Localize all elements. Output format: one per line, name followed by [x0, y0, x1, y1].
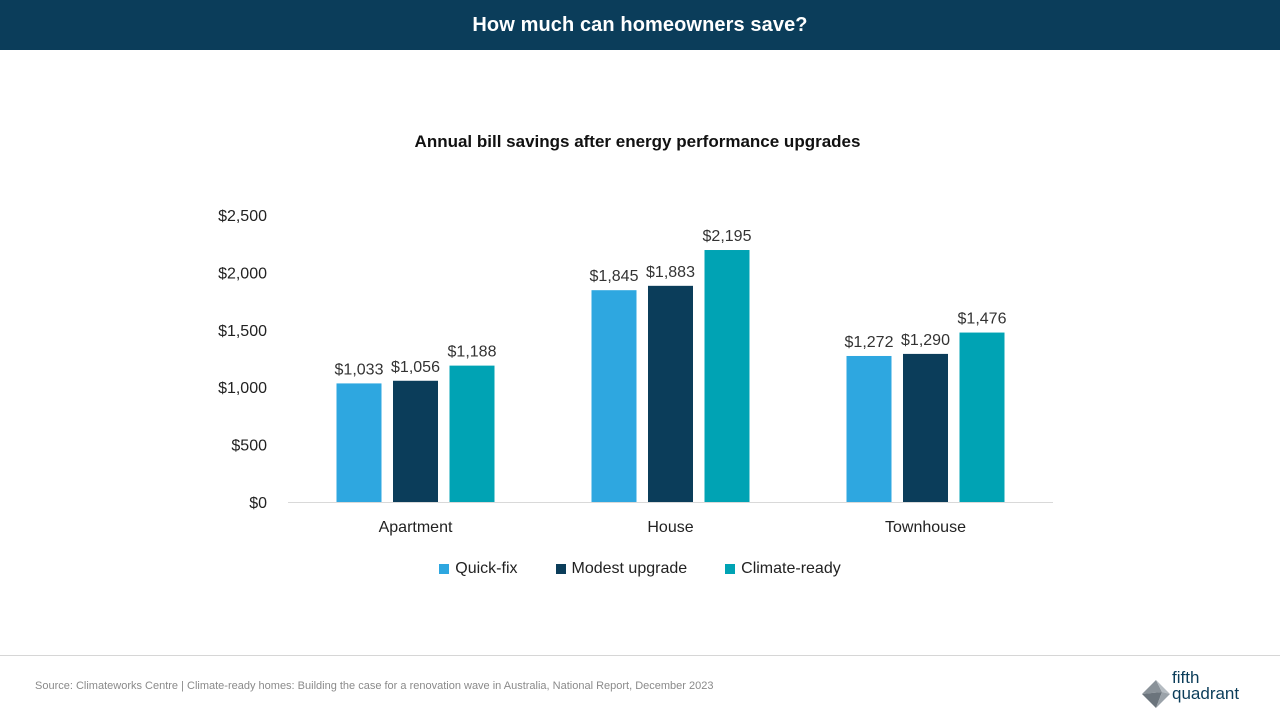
y-tick-label: $0: [249, 495, 267, 512]
logo-line-1: fifth: [1172, 668, 1200, 687]
bar-climate-ready-townhouse: [959, 332, 1005, 502]
fifth-quadrant-logo: fifth quadrant: [1140, 668, 1265, 712]
header-bar: How much can homeowners save?: [0, 0, 1280, 50]
y-tick-label: $500: [231, 438, 267, 455]
legend-label: Quick-fix: [455, 560, 518, 577]
data-label: $1,290: [901, 332, 950, 349]
data-label: $2,195: [703, 228, 752, 245]
bar-climate-ready-house: [704, 250, 750, 502]
data-label: $1,476: [958, 311, 1007, 328]
x-tick-label: Townhouse: [885, 519, 966, 536]
y-tick-label: $2,500: [218, 208, 267, 225]
footer-divider: [0, 655, 1280, 656]
y-tick-label: $2,000: [218, 265, 267, 282]
bar-climate-ready-apartment: [449, 365, 495, 502]
data-label: $1,845: [590, 268, 639, 285]
legend-item-modest-upgrade: Modest upgrade: [555, 560, 688, 578]
legend-item-quick-fix: Quick-fix: [439, 560, 518, 578]
logo-mark-icon: [1142, 680, 1170, 708]
legend-label: Modest upgrade: [571, 560, 688, 577]
bar-quick-fix-apartment: [336, 383, 382, 502]
bar-quick-fix-house: [591, 290, 637, 502]
chart-title: Annual bill savings after energy perform…: [414, 132, 861, 151]
chart-legend: Quick-fix Modest upgrade Climate-ready: [0, 560, 1280, 578]
source-note: Source: Climateworks Centre | Climate-re…: [35, 680, 714, 692]
logo-line-2: quadrant: [1172, 684, 1240, 703]
legend-swatch-modest-upgrade: [555, 564, 566, 574]
logo-wordmark: fifth quadrant: [1172, 668, 1240, 703]
bar-modest-upgrade-house: [648, 285, 693, 502]
x-tick-label: House: [647, 519, 693, 536]
data-label: $1,033: [335, 361, 384, 378]
page-title: How much can homeowners save?: [472, 13, 808, 36]
legend-item-climate-ready: Climate-ready: [725, 560, 841, 578]
bar-quick-fix-townhouse: [846, 355, 892, 502]
data-label: $1,188: [448, 344, 497, 361]
legend-swatch-quick-fix: [439, 564, 450, 574]
y-tick-label: $1,000: [218, 380, 267, 397]
y-tick-label: $1,500: [218, 323, 267, 340]
bar-modest-upgrade-townhouse: [903, 353, 948, 502]
legend-swatch-climate-ready: [725, 564, 736, 574]
x-tick-label: Apartment: [379, 519, 453, 536]
legend-label: Climate-ready: [741, 560, 841, 577]
data-label: $1,056: [391, 359, 440, 376]
data-label: $1,272: [845, 334, 894, 351]
bar-modest-upgrade-apartment: [393, 380, 438, 502]
data-label: $1,883: [646, 264, 695, 281]
